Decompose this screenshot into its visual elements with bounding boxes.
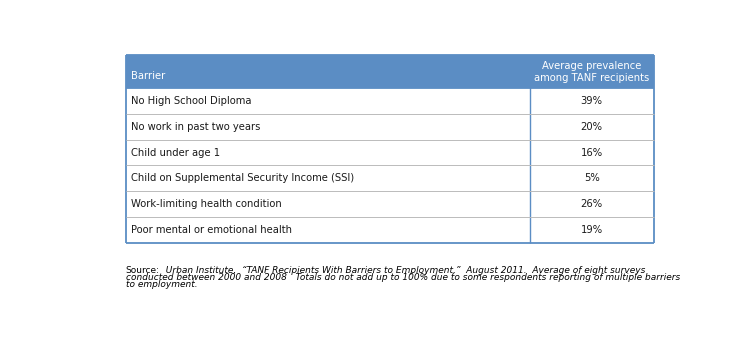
Text: Source:: Source: [126,266,160,275]
Bar [530,55,654,88]
Text: 19%: 19% [580,225,603,235]
Text: conducted between 2000 and 2008   Totals do not add up to 100% due to some respo: conducted between 2000 and 2008 Totals d… [126,273,680,282]
Text: No High School Diploma: No High School Diploma [131,96,252,106]
Bar [530,140,654,165]
Bar [126,114,530,140]
Text: 26%: 26% [580,199,603,209]
Text: Poor mental or emotional health: Poor mental or emotional health [131,225,292,235]
Bar [126,217,530,243]
Bar [530,88,654,114]
Text: 16%: 16% [580,147,603,158]
Text: No work in past two years: No work in past two years [131,122,261,132]
Text: Child under age 1: Child under age 1 [131,147,220,158]
Text: Work-limiting health condition: Work-limiting health condition [131,199,282,209]
Bar [530,191,654,217]
Bar [126,88,530,114]
Text: Average prevalence
among TANF recipients: Average prevalence among TANF recipients [534,61,649,83]
Text: 20%: 20% [580,122,603,132]
Bar [126,55,530,88]
Bar [126,165,530,191]
Text: to employment.: to employment. [126,280,197,289]
Bar [126,140,530,165]
Text: 5%: 5% [583,173,600,183]
Text: Urban Institute,  “TANF Recipients With Barriers to Employment,”  August 2011.  : Urban Institute, “TANF Recipients With B… [160,266,645,275]
Text: Barrier: Barrier [131,71,166,81]
Bar [530,217,654,243]
Text: 39%: 39% [580,96,603,106]
Text: Child on Supplemental Security Income (SSI): Child on Supplemental Security Income (S… [131,173,354,183]
Bar [126,191,530,217]
Bar [530,114,654,140]
Bar [530,165,654,191]
